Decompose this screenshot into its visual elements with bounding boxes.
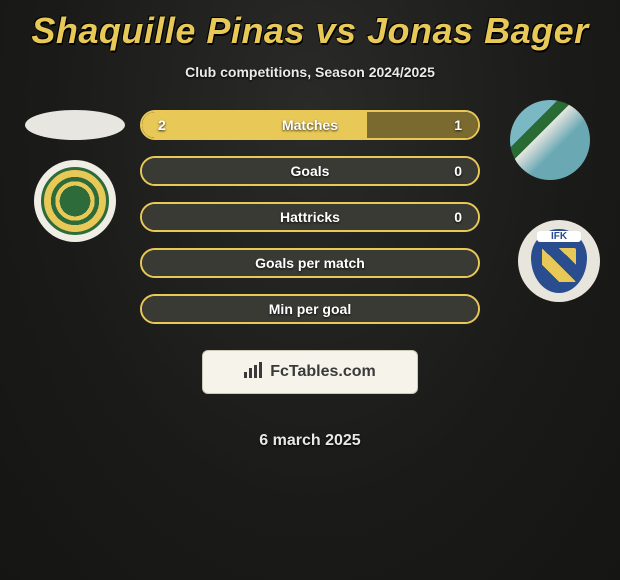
club-badge-right-inner <box>531 229 587 293</box>
stat-value-right: 1 <box>454 117 462 133</box>
stat-label: Matches <box>282 117 338 133</box>
stat-label: Goals per match <box>255 255 365 271</box>
stat-label: Min per goal <box>269 301 351 317</box>
date-line: 6 march 2025 <box>259 432 360 450</box>
stat-bar: Hattricks 0 <box>140 202 480 232</box>
club-badge-right <box>518 220 600 302</box>
stat-value-left: 2 <box>158 117 166 133</box>
stat-bar: Goals per match <box>140 248 480 278</box>
stat-value-right: 0 <box>454 209 462 225</box>
stat-label: Hattricks <box>280 209 340 225</box>
brand-chart-icon <box>244 362 264 383</box>
left-column <box>15 110 135 242</box>
player-left-avatar <box>25 110 125 140</box>
stats-column: 2 Matches 1 Goals 0 Hattricks 0 Goals per match… <box>135 110 485 450</box>
player-right-avatar <box>510 100 590 180</box>
stat-bar: Goals 0 <box>140 156 480 186</box>
page-title: Shaquille Pinas vs Jonas Bager <box>0 10 620 52</box>
brand-text: FcTables.com <box>270 363 376 381</box>
page-subtitle: Club competitions, Season 2024/2025 <box>0 64 620 80</box>
main-content: 2 Matches 1 Goals 0 Hattricks 0 Goals per match… <box>0 110 620 450</box>
stat-bar: Min per goal <box>140 294 480 324</box>
stat-value-right: 0 <box>454 163 462 179</box>
club-badge-left <box>34 160 116 242</box>
header: Shaquille Pinas vs Jonas Bager Club comp… <box>0 0 620 80</box>
stat-label: Goals <box>291 163 330 179</box>
brand-box[interactable]: FcTables.com <box>202 350 418 394</box>
stat-bar: 2 Matches 1 <box>140 110 480 140</box>
